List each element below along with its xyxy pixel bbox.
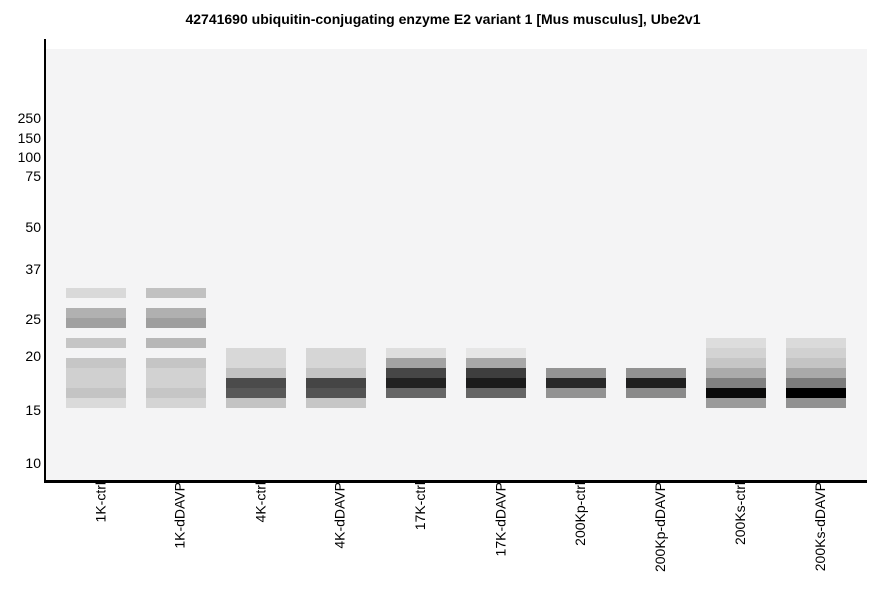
gel-band [386, 368, 446, 378]
lane-label: 200Kp-ctrl [572, 482, 588, 546]
gel-band [386, 358, 446, 368]
gel-band [306, 368, 366, 378]
lane-label: 1K-dDAVP [172, 482, 188, 549]
lane-label: 200Kp-dDAVP [652, 482, 668, 573]
gel-band [226, 388, 286, 398]
y-tick-label: 37 [25, 261, 41, 277]
gel-band [146, 358, 206, 368]
lane-label: 200Ks-ctrl [732, 482, 748, 546]
gel-band [66, 378, 126, 388]
gel-band [786, 378, 846, 388]
figure-title: 42741690 ubiquitin-conjugating enzyme E2… [185, 11, 701, 27]
y-tick-label: 50 [25, 219, 41, 235]
gel-band [546, 388, 606, 398]
gel-band [546, 378, 606, 388]
gel-band [706, 358, 766, 368]
gel-band [706, 388, 766, 398]
gel-band [306, 378, 366, 388]
y-tick-label: 150 [17, 130, 41, 146]
gel-band [706, 398, 766, 408]
gel-band [786, 388, 846, 398]
gel-band [66, 398, 126, 408]
plot-area [46, 49, 867, 480]
gel-band [226, 398, 286, 408]
gel-band [146, 368, 206, 378]
y-tick-label: 20 [25, 348, 41, 364]
lane-label: 17K-dDAVP [492, 482, 508, 557]
gel-band [546, 368, 606, 378]
gel-band [786, 368, 846, 378]
y-tick-label: 75 [25, 168, 41, 184]
gel-band [626, 388, 686, 398]
gel-band [306, 348, 366, 358]
gel-band [66, 318, 126, 328]
gel-band [786, 398, 846, 408]
lane-label: 17K-ctrl [412, 482, 428, 531]
gel-band [306, 358, 366, 368]
gel-band [706, 348, 766, 358]
lane-label: 200Ks-dDAVP [812, 482, 828, 572]
gel-band [146, 338, 206, 348]
gel-band [146, 388, 206, 398]
gel-band [626, 368, 686, 378]
y-axis-line [44, 39, 46, 481]
x-axis-line [44, 480, 867, 483]
gel-band [306, 388, 366, 398]
gel-band [386, 378, 446, 388]
gel-band [226, 348, 286, 358]
gel-band [786, 358, 846, 368]
lane-label: 1K-ctrl [92, 482, 108, 523]
gel-band [146, 398, 206, 408]
gel-band [706, 338, 766, 348]
gel-band [146, 308, 206, 318]
y-tick-label: 100 [17, 149, 41, 165]
gel-band [466, 388, 526, 398]
gel-band [466, 378, 526, 388]
y-tick-label: 25 [25, 311, 41, 327]
gel-band [66, 288, 126, 298]
gel-band [66, 308, 126, 318]
gel-band [786, 338, 846, 348]
y-tick-label: 10 [25, 455, 41, 471]
lane-label: 4K-dDAVP [332, 482, 348, 549]
gel-band [466, 348, 526, 358]
gel-band [146, 288, 206, 298]
gel-band [306, 398, 366, 408]
gel-band [466, 358, 526, 368]
gel-band [66, 388, 126, 398]
gel-band [146, 378, 206, 388]
y-tick-label: 250 [17, 110, 41, 126]
gel-band [386, 348, 446, 358]
gel-band [626, 378, 686, 388]
gel-band [466, 368, 526, 378]
gel-band [386, 388, 446, 398]
gel-band [226, 358, 286, 368]
gel-band [66, 338, 126, 348]
gel-band [226, 378, 286, 388]
gel-band [146, 318, 206, 328]
gel-band [786, 348, 846, 358]
gel-band [706, 368, 766, 378]
gel-band [706, 378, 766, 388]
lane-label: 4K-ctrl [252, 482, 268, 523]
gel-band [226, 368, 286, 378]
y-tick-label: 15 [25, 402, 41, 418]
gel-band [66, 358, 126, 368]
gel-band [66, 368, 126, 378]
